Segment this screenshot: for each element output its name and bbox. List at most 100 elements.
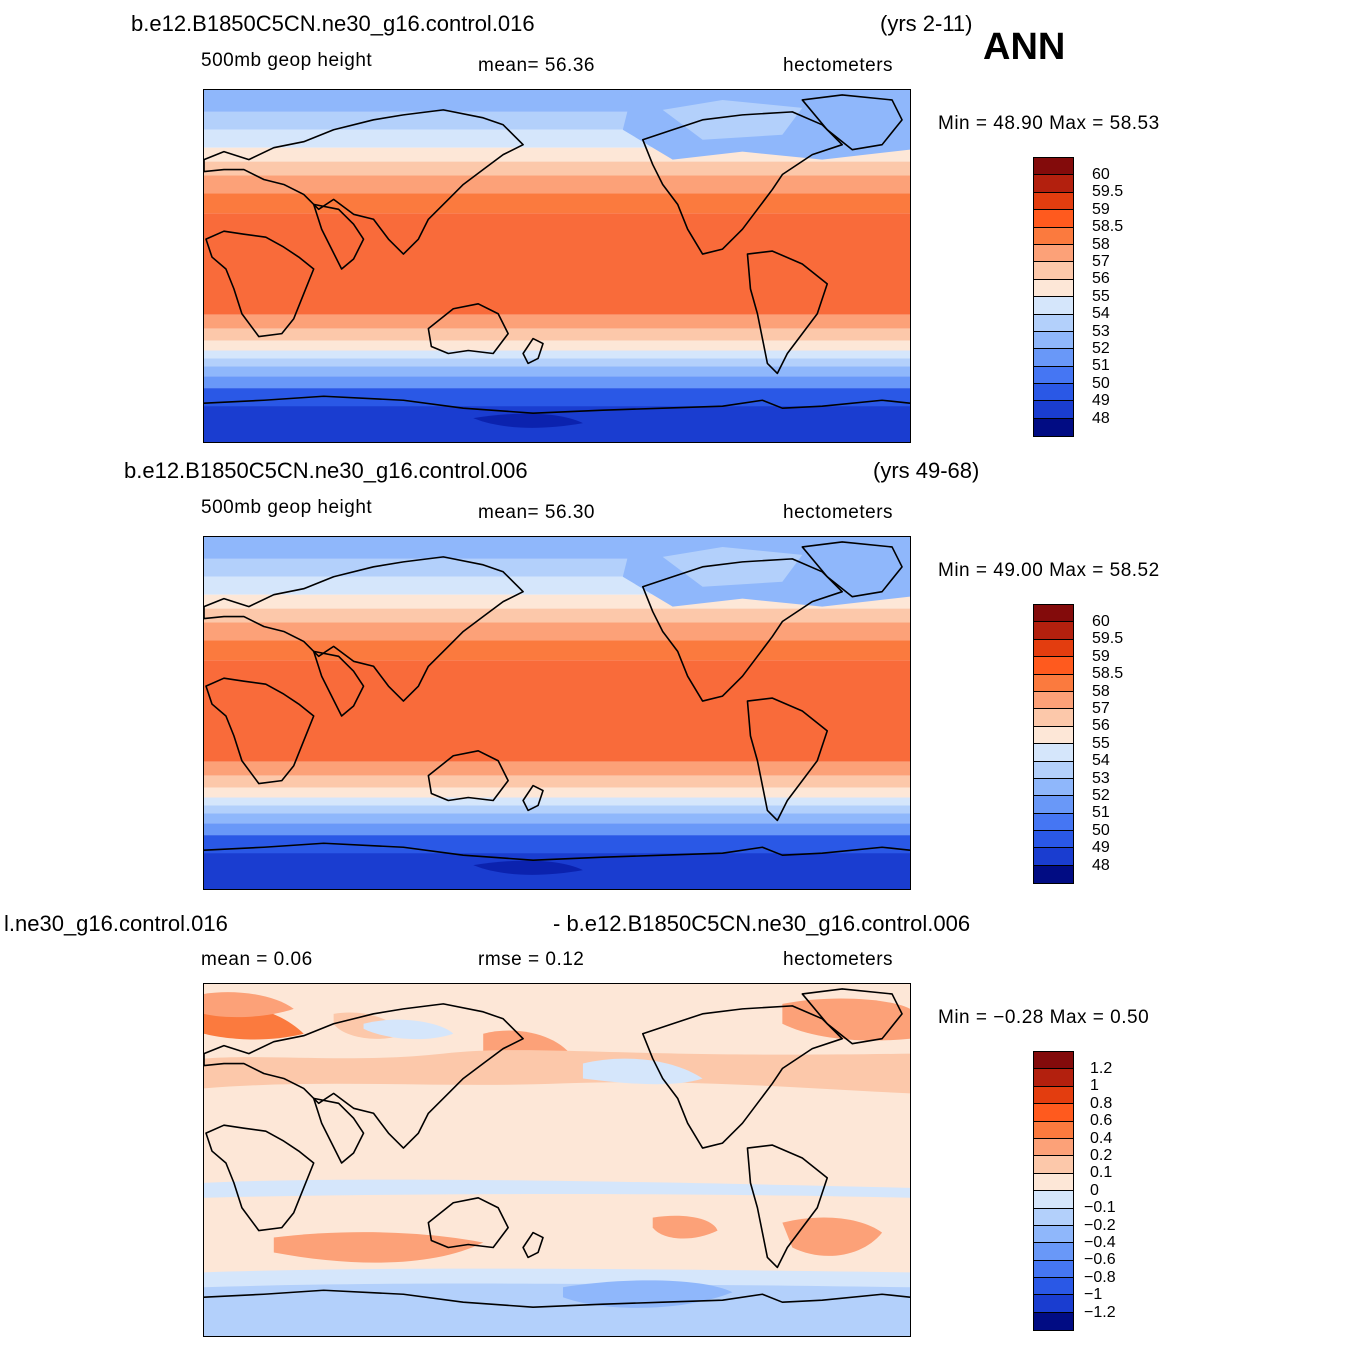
colorbar-swatch [1034,384,1073,402]
colorbar-level-label: 50 [1092,374,1110,392]
colorbar-swatch [1034,331,1073,350]
panel3-minmax: Min = −0.28 Max = 0.50 [938,1007,1150,1028]
colorbar-swatch [1034,1260,1073,1279]
colorbar-swatch [1034,1243,1073,1261]
colorbar-level-label: 48 [1092,856,1110,874]
colorbar-swatch [1034,674,1073,692]
panel2-years: (yrs 49-68) [873,458,980,483]
panel2-colorbar [1033,604,1074,885]
colorbar-level-label: 51 [1092,804,1110,822]
colorbar-level-label: 53 [1092,322,1110,340]
colorbar-level-label: 52 [1092,787,1110,804]
colorbar-level-label: 58.5 [1092,665,1124,683]
panel2-map [203,536,911,890]
panel1-units: hectometers [783,55,894,76]
colorbar-swatch [1034,1191,1073,1209]
panel3-case-left: l.ne30_g16.control.016 [4,911,228,936]
colorbar-swatch [1034,401,1073,419]
colorbar-level-label: 60 [1092,166,1110,183]
colorbar-level-label: 57 [1092,700,1110,717]
panel2-minmax: Min = 49.00 Max = 58.52 [938,560,1160,581]
colorbar-swatch [1034,865,1073,884]
colorbar-swatch [1034,1138,1073,1157]
colorbar-swatch [1034,726,1073,745]
colorbar-level-label: 0.1 [1090,1164,1113,1182]
colorbar-swatch [1034,1312,1073,1331]
colorbar-level-label: 56 [1092,270,1110,288]
colorbar-swatch [1034,848,1073,866]
colorbar-level-label: 0.2 [1090,1147,1113,1164]
colorbar-level-label: 58 [1092,235,1110,253]
panel2-case-title: b.e12.B1850C5CN.ne30_g16.control.006 [124,458,528,483]
colorbar-swatch [1034,279,1073,298]
colorbar-level-label: 55 [1092,734,1110,752]
colorbar-level-label: 56 [1092,717,1110,735]
colorbar-level-label: 58.5 [1092,218,1124,236]
colorbar-swatch [1034,709,1073,727]
colorbar-swatch [1034,639,1073,658]
panel3-units: hectometers [783,949,894,970]
colorbar-swatch [1034,158,1073,176]
colorbar-swatch [1034,1156,1073,1174]
panel2-variable: 500mb geop height [201,497,373,518]
colorbar-level-label: −0.8 [1084,1268,1116,1286]
colorbar-swatch [1034,761,1073,779]
colorbar-swatch [1034,744,1073,762]
panel2-units: hectometers [783,502,894,523]
colorbar-level-label: −1 [1084,1286,1103,1304]
panel1-years: (yrs 2-11) [880,11,973,36]
colorbar-level-label: 59 [1092,647,1110,665]
colorbar-swatch [1034,778,1073,797]
colorbar-swatch [1034,1173,1073,1192]
colorbar-swatch [1034,227,1073,245]
colorbar-swatch [1034,314,1073,332]
colorbar-level-label: 0 [1090,1181,1099,1199]
colorbar-level-label: 54 [1092,752,1110,770]
colorbar-swatch [1034,796,1073,814]
colorbar-level-label: 59.5 [1092,183,1124,201]
panel1-map [203,89,911,443]
colorbar-swatch [1034,622,1073,640]
colorbar-swatch [1034,366,1073,385]
colorbar-swatch [1034,1086,1073,1105]
colorbar-swatch [1034,262,1073,280]
colorbar-swatch [1034,1121,1073,1139]
panel1-case-title: b.e12.B1850C5CN.ne30_g16.control.016 [131,11,535,36]
colorbar-level-label: 49 [1092,839,1110,857]
season-label: ANN [983,26,1066,68]
colorbar-level-label: 50 [1092,821,1110,839]
colorbar-swatch [1034,418,1073,437]
colorbar-level-label: 57 [1092,253,1110,270]
panel2-mean: mean= 56.30 [478,502,595,523]
colorbar-level-label: 59 [1092,200,1110,218]
panel3-colorbar [1033,1051,1074,1332]
panel1-minmax: Min = 48.90 Max = 58.53 [938,113,1160,134]
panel3-mean: mean = 0.06 [201,949,313,970]
colorbar-swatch [1034,210,1073,228]
colorbar-swatch [1034,831,1073,849]
colorbar-swatch [1034,657,1073,675]
colorbar-swatch [1034,192,1073,211]
colorbar-level-label: 54 [1092,305,1110,323]
colorbar-level-label: 0.8 [1090,1094,1113,1112]
colorbar-swatch [1034,691,1073,710]
colorbar-swatch [1034,1225,1073,1244]
colorbar-level-label: 58 [1092,682,1110,700]
panel1-colorbar [1033,157,1074,438]
colorbar-level-label: 59.5 [1092,630,1124,648]
colorbar-level-label: 1 [1090,1077,1099,1095]
panel3-rmse: rmse = 0.12 [478,949,585,970]
colorbar-swatch [1034,297,1073,315]
colorbar-swatch [1034,1208,1073,1226]
colorbar-level-label: 0.4 [1090,1129,1113,1147]
colorbar-swatch [1034,1104,1073,1122]
colorbar-swatch [1034,1278,1073,1296]
colorbar-swatch [1034,175,1073,193]
colorbar-level-label: 55 [1092,287,1110,305]
colorbar-level-label: −1.2 [1084,1303,1116,1321]
colorbar-level-label: −0.6 [1084,1251,1116,1269]
panel1-variable: 500mb geop height [201,50,373,71]
panel3-case-right: - b.e12.B1850C5CN.ne30_g16.control.006 [553,911,971,936]
colorbar-level-label: 60 [1092,613,1110,630]
colorbar-level-label: −0.2 [1084,1216,1116,1234]
